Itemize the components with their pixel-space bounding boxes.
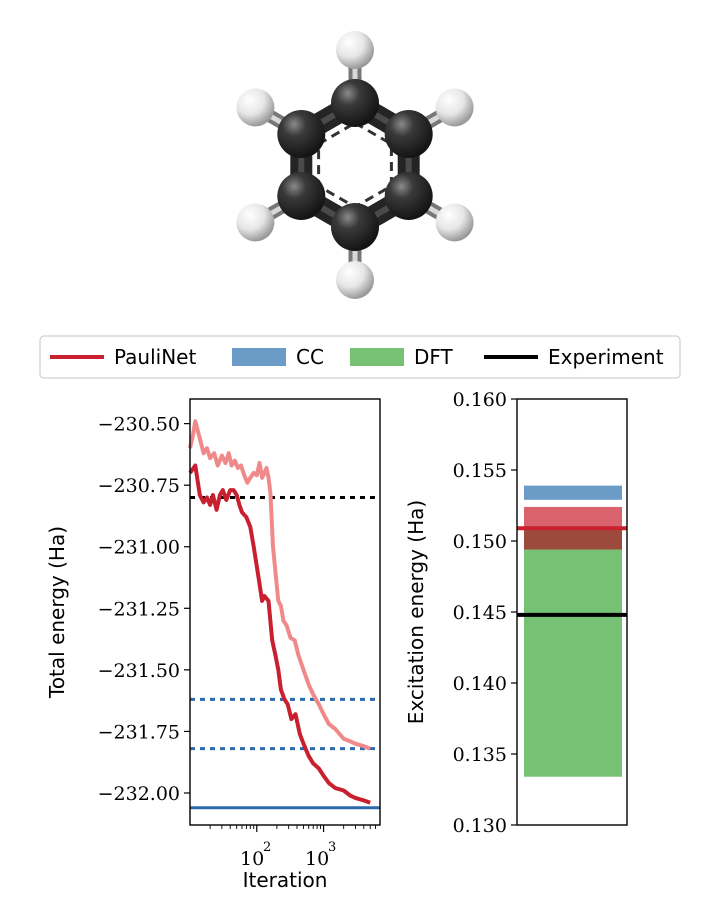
legend: PauliNet CC DFT Experiment xyxy=(39,335,681,379)
y-tick-label: 0.130 xyxy=(453,815,507,837)
right-y-axis-label: Excitation energy (Ha) xyxy=(404,500,428,724)
x-tick-1000-base: 10 xyxy=(305,848,329,870)
y-tick-label: −230.50 xyxy=(98,414,180,436)
x-tick-100-exp: 2 xyxy=(263,840,271,855)
carbon-atom xyxy=(331,203,379,251)
y-tick-label: 0.150 xyxy=(453,531,507,553)
y-tick-label: −231.75 xyxy=(98,721,180,743)
series-group xyxy=(188,419,371,805)
carbon-atom xyxy=(277,110,326,158)
energy-series-line xyxy=(188,463,371,805)
legend-cc-label: CC xyxy=(296,345,324,369)
y-tick-label: −231.50 xyxy=(98,660,180,682)
y-tick-label: −231.25 xyxy=(98,598,180,620)
y-tick-label: 0.160 xyxy=(453,389,507,411)
hydrogen-atom xyxy=(236,88,275,127)
band-dft xyxy=(524,549,622,777)
x-tick-100-base: 10 xyxy=(240,848,264,870)
x-tick-1000-exp: 3 xyxy=(328,840,336,855)
legend-dft-patch xyxy=(350,348,404,366)
hydrogen-atom xyxy=(336,261,374,299)
right-y-ticks: 0.130 0.135 0.140 0.145 0.150 0.155 0.160 xyxy=(453,389,517,837)
hydrogen-atom xyxy=(336,31,374,69)
legend-cc-patch xyxy=(232,348,286,366)
left-y-ticks: −230.50 −230.75 −231.00 −231.25 −231.50 −231.… xyxy=(98,414,190,805)
legend-dft-label: DFT xyxy=(414,345,454,369)
carbon-atom xyxy=(277,172,326,220)
aromatic-ring xyxy=(317,121,393,209)
reference-lines xyxy=(190,495,380,810)
y-tick-label: 0.140 xyxy=(453,673,507,695)
y-tick-label: 0.145 xyxy=(453,602,507,624)
band-overlap xyxy=(524,528,622,550)
benzene-molecule xyxy=(236,31,474,299)
left-x-axis-label: Iteration xyxy=(243,868,328,892)
lines-group xyxy=(517,526,627,617)
y-tick-label: 0.135 xyxy=(453,744,507,766)
energy-series-line xyxy=(188,419,371,751)
bands-group xyxy=(524,485,622,777)
hydrogen-atom xyxy=(435,203,474,242)
hydrogen-atom xyxy=(236,203,275,242)
carbon-atom xyxy=(384,172,433,220)
legend-paulinet-label: PauliNet xyxy=(114,345,196,369)
excitation-energy-plot: 0.130 0.135 0.140 0.145 0.150 0.155 0.160 Exci… xyxy=(404,389,628,837)
y-tick-label: −231.00 xyxy=(98,537,180,559)
carbon-atom xyxy=(331,79,379,127)
hydrogen-atom xyxy=(435,88,474,127)
legend-experiment-label: Experiment xyxy=(548,345,664,369)
y-tick-label: −230.75 xyxy=(98,475,180,497)
total-energy-plot: −230.50 −230.75 −231.00 −231.25 −231.50 −231.… xyxy=(45,398,381,892)
left-axes-frame xyxy=(189,398,381,826)
left-x-ticks: 10 2 10 3 xyxy=(209,825,376,870)
left-y-axis-label: Total energy (Ha) xyxy=(45,526,69,699)
carbon-atom xyxy=(384,110,433,158)
y-tick-label: 0.155 xyxy=(453,460,507,482)
band-cc xyxy=(524,485,622,500)
y-tick-label: −232.00 xyxy=(98,783,180,805)
